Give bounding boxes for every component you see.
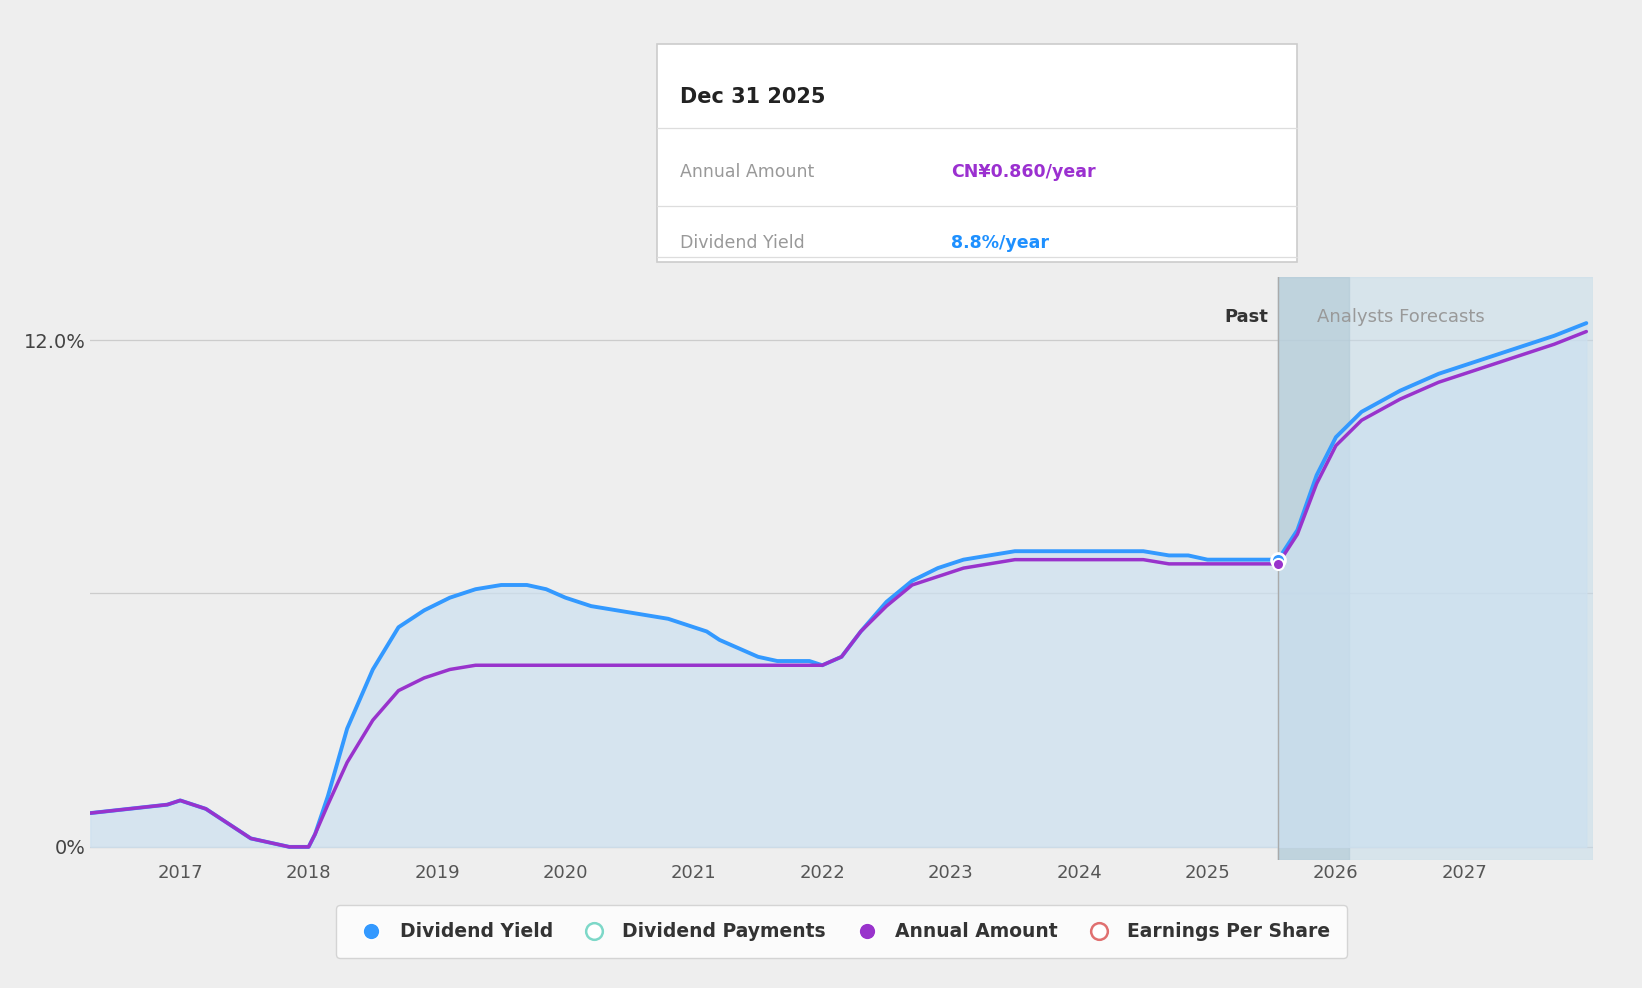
- Bar: [1277, 277, 1593, 860]
- Bar: [1277, 277, 1348, 860]
- Legend: Dividend Yield, Dividend Payments, Annual Amount, Earnings Per Share: Dividend Yield, Dividend Payments, Annua…: [337, 905, 1346, 958]
- Text: Dividend Yield: Dividend Yield: [680, 234, 805, 252]
- Text: CN¥0.860/year: CN¥0.860/year: [951, 163, 1095, 181]
- Text: Dec 31 2025: Dec 31 2025: [680, 87, 826, 108]
- Text: 8.8%/year: 8.8%/year: [951, 234, 1049, 252]
- Text: Past: Past: [1223, 308, 1268, 326]
- Text: Annual Amount: Annual Amount: [680, 163, 814, 181]
- Text: Analysts Forecasts: Analysts Forecasts: [1317, 308, 1484, 326]
